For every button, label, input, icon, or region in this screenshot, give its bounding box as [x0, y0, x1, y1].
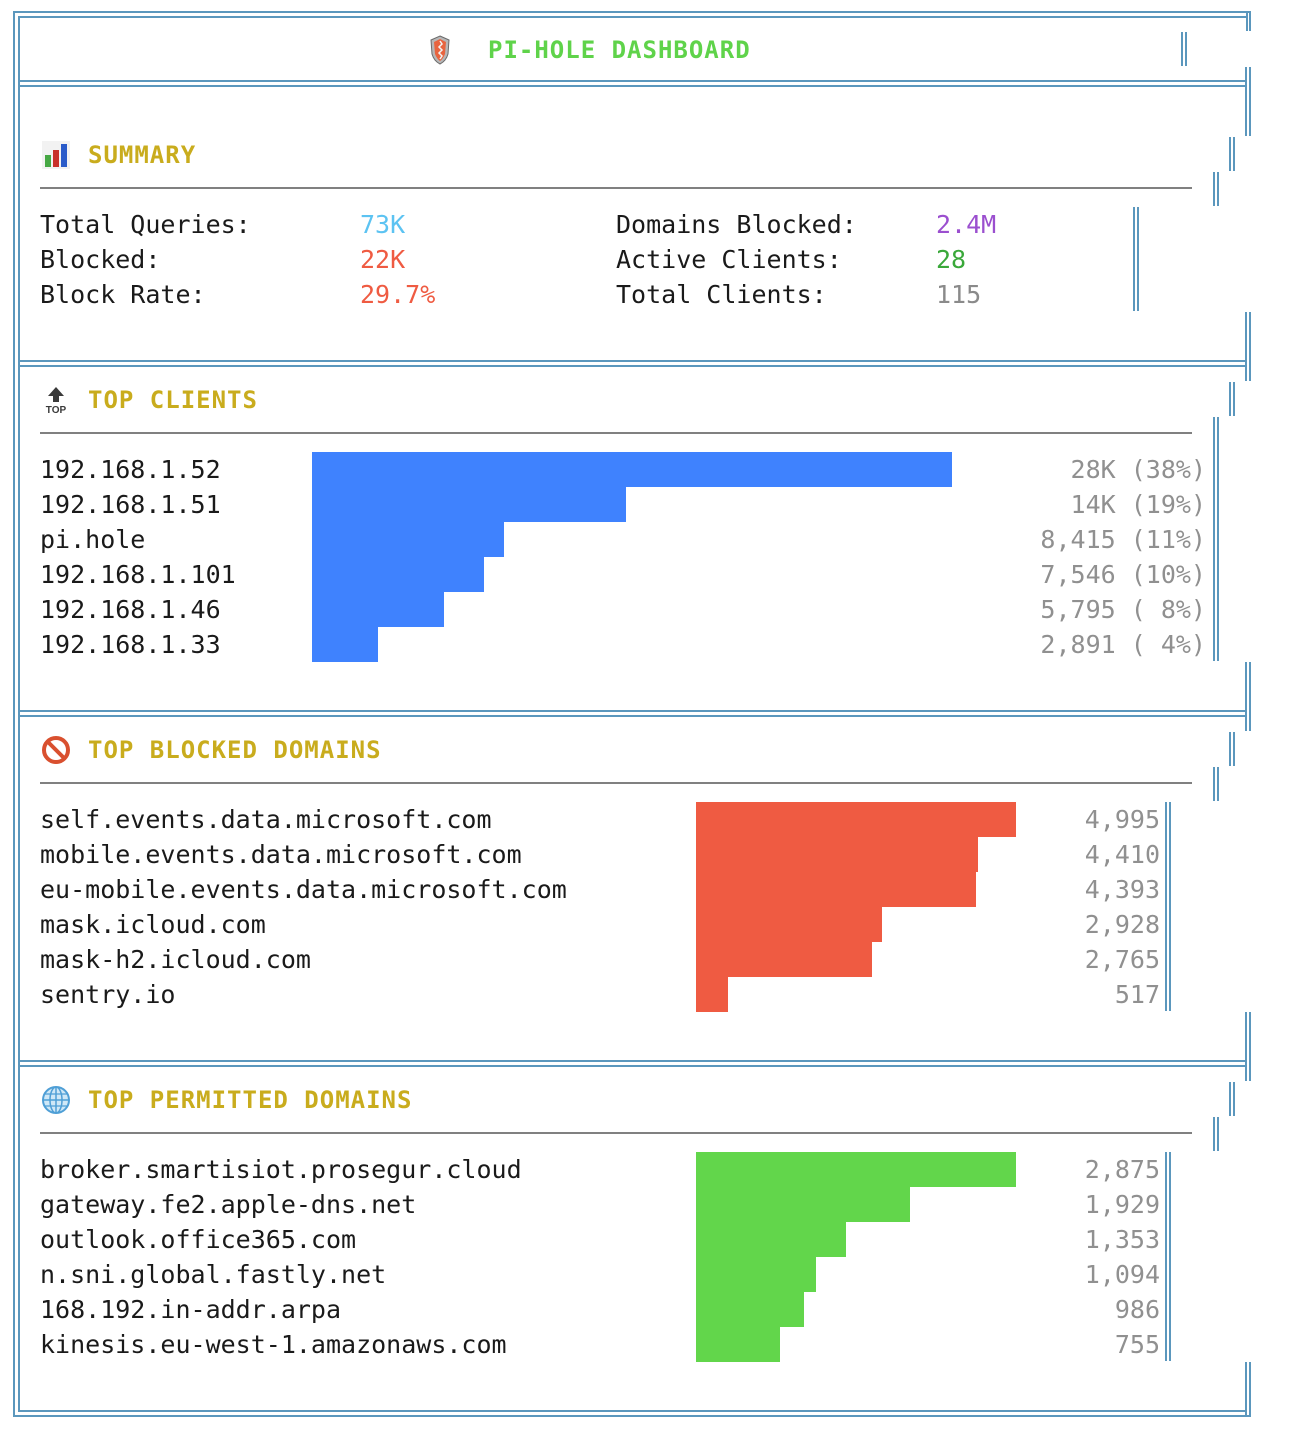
domain-name: n.sni.global.fastly.net	[40, 1260, 387, 1289]
domain-name: 168.192.in-addr.arpa	[40, 1295, 342, 1324]
domain-name: self.events.data.microsoft.com	[40, 805, 492, 834]
stat-label: Domains Blocked:	[616, 210, 857, 239]
blocked-bar	[696, 907, 882, 942]
section-divider	[40, 1132, 1192, 1134]
page-title: PI-HOLE DASHBOARD	[488, 36, 751, 64]
client-count: 5,795 ( 8%)	[1040, 595, 1206, 624]
domain-name: mask-h2.icloud.com	[40, 945, 311, 974]
domain-count: 1,929	[1084, 1190, 1160, 1219]
client-count: 14K (19%)	[1070, 490, 1206, 519]
section-heading: TOP BLOCKED DOMAINS	[88, 736, 382, 764]
globe-icon	[42, 1086, 70, 1114]
domain-name: kinesis.eu-west-1.amazonaws.com	[40, 1330, 507, 1359]
domain-name: mobile.events.data.microsoft.com	[40, 840, 522, 869]
blocked-bar	[696, 942, 872, 977]
domain-count: 4,410	[1084, 840, 1160, 869]
client-name: 192.168.1.33	[40, 630, 221, 659]
stat-label: Active Clients:	[616, 245, 842, 274]
domain-count: 1,353	[1084, 1225, 1160, 1254]
svg-text:TOP: TOP	[46, 405, 67, 416]
stat-label: Total Clients:	[616, 280, 827, 309]
domain-count: 2,928	[1084, 910, 1160, 939]
domain-count: 2,875	[1084, 1155, 1160, 1184]
shield-icon	[430, 35, 450, 65]
domain-count: 755	[1114, 1330, 1160, 1359]
permitted-bar	[696, 1152, 1016, 1187]
section-heading: TOP PERMITTED DOMAINS	[88, 1086, 413, 1114]
domain-count: 517	[1114, 980, 1160, 1009]
domain-name: outlook.office365.com	[40, 1225, 357, 1254]
no-entry-icon	[42, 736, 70, 764]
stat-value-total-clients: 115	[936, 280, 982, 309]
client-name: 192.168.1.52	[40, 455, 221, 484]
blocked-bar	[696, 837, 978, 872]
domain-name: gateway.fe2.apple-dns.net	[40, 1190, 417, 1219]
client-bar	[312, 452, 952, 487]
client-count: 2,891 ( 4%)	[1040, 630, 1206, 659]
permitted-bar	[696, 1257, 816, 1292]
section-divider	[40, 432, 1192, 434]
domain-count: 4,393	[1084, 875, 1160, 904]
stat-value-active-clients: 28	[936, 245, 967, 274]
permitted-bar	[696, 1292, 804, 1327]
domain-count: 2,765	[1084, 945, 1160, 974]
section-divider	[40, 187, 1192, 189]
permitted-bar	[696, 1187, 910, 1222]
client-name: pi.hole	[40, 525, 146, 554]
blocked-bar	[696, 977, 728, 1012]
client-name: 192.168.1.46	[40, 595, 221, 624]
section-heading: TOP CLIENTS	[88, 386, 258, 414]
domain-count: 1,094	[1084, 1260, 1160, 1289]
stat-value-blocked: 22K	[360, 245, 406, 274]
domain-count: 4,995	[1084, 805, 1160, 834]
client-count: 7,546 (10%)	[1040, 560, 1206, 589]
stat-label: Total Queries:	[40, 210, 251, 239]
section-divider	[40, 782, 1192, 784]
bar-chart-icon	[42, 141, 70, 169]
stat-label: Blocked:	[40, 245, 161, 274]
client-bar	[312, 522, 504, 557]
domain-name: sentry.io	[40, 980, 176, 1009]
client-count: 28K (38%)	[1070, 455, 1206, 484]
stat-value-total-queries: 73K	[360, 210, 406, 239]
stat-label: Block Rate:	[40, 280, 206, 309]
client-bar	[312, 487, 626, 522]
blocked-bar	[696, 802, 1016, 837]
domain-name: mask.icloud.com	[40, 910, 266, 939]
client-name: 192.168.1.51	[40, 490, 221, 519]
stat-value-domains-blocked: 2.4M	[936, 210, 997, 239]
permitted-bar	[696, 1222, 846, 1257]
domain-count: 986	[1114, 1295, 1160, 1324]
permitted-bar	[696, 1327, 780, 1362]
stat-value-block-rate: 29.7%	[360, 280, 436, 309]
client-count: 8,415 (11%)	[1040, 525, 1206, 554]
client-bar	[312, 627, 378, 662]
domain-name: eu-mobile.events.data.microsoft.com	[40, 875, 567, 904]
blocked-bar	[696, 872, 976, 907]
domain-name: broker.smartisiot.prosegur.cloud	[40, 1155, 522, 1184]
client-bar	[312, 592, 444, 627]
top-arrow-icon: TOP	[46, 387, 67, 416]
section-heading: SUMMARY	[88, 141, 197, 169]
client-bar	[312, 557, 484, 592]
client-name: 192.168.1.101	[40, 560, 236, 589]
